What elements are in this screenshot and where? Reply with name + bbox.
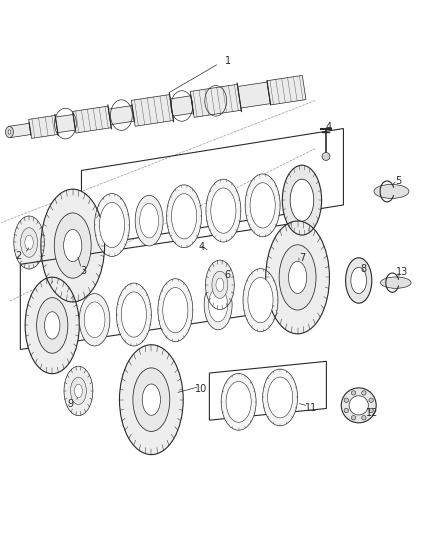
Ellipse shape — [250, 183, 275, 228]
Ellipse shape — [351, 391, 356, 395]
Ellipse shape — [369, 408, 373, 413]
Ellipse shape — [25, 277, 79, 374]
Ellipse shape — [172, 193, 197, 239]
Text: 6: 6 — [225, 270, 231, 280]
Ellipse shape — [341, 388, 376, 423]
Ellipse shape — [41, 189, 105, 302]
Ellipse shape — [206, 179, 241, 242]
Ellipse shape — [135, 195, 163, 246]
Ellipse shape — [263, 369, 297, 426]
Ellipse shape — [99, 203, 124, 248]
Ellipse shape — [121, 292, 146, 337]
Polygon shape — [190, 84, 241, 117]
Ellipse shape — [142, 384, 160, 415]
Polygon shape — [55, 115, 75, 133]
Ellipse shape — [266, 221, 329, 334]
Ellipse shape — [351, 268, 367, 294]
Ellipse shape — [6, 126, 13, 138]
Ellipse shape — [14, 216, 44, 269]
Text: 9: 9 — [67, 399, 74, 409]
Text: 7: 7 — [299, 253, 305, 263]
Polygon shape — [9, 123, 31, 138]
Ellipse shape — [362, 391, 366, 395]
Polygon shape — [131, 94, 173, 126]
Text: 1: 1 — [225, 56, 231, 66]
Ellipse shape — [74, 384, 82, 398]
Ellipse shape — [45, 312, 60, 339]
Ellipse shape — [79, 294, 110, 346]
Polygon shape — [238, 82, 270, 108]
Ellipse shape — [351, 416, 356, 420]
Ellipse shape — [279, 245, 316, 310]
Ellipse shape — [120, 345, 183, 455]
Text: 2: 2 — [15, 251, 21, 261]
Text: 4: 4 — [325, 122, 331, 132]
Text: 4: 4 — [198, 242, 205, 252]
Ellipse shape — [289, 261, 307, 294]
Ellipse shape — [248, 278, 273, 323]
Ellipse shape — [243, 269, 278, 332]
Ellipse shape — [268, 377, 293, 418]
Polygon shape — [170, 96, 194, 116]
Ellipse shape — [204, 280, 232, 330]
Ellipse shape — [245, 174, 280, 237]
Ellipse shape — [369, 398, 373, 402]
Ellipse shape — [322, 152, 330, 160]
Ellipse shape — [140, 204, 159, 238]
Ellipse shape — [349, 395, 368, 415]
Ellipse shape — [344, 398, 349, 402]
Ellipse shape — [21, 228, 38, 257]
Polygon shape — [28, 116, 58, 139]
Ellipse shape — [344, 408, 349, 413]
Ellipse shape — [283, 165, 321, 235]
Ellipse shape — [212, 271, 228, 298]
Text: 3: 3 — [81, 266, 87, 276]
Ellipse shape — [226, 382, 251, 422]
Ellipse shape — [290, 179, 314, 221]
Ellipse shape — [133, 368, 170, 431]
Ellipse shape — [346, 258, 372, 303]
Text: 13: 13 — [396, 267, 409, 277]
Ellipse shape — [54, 213, 91, 278]
Ellipse shape — [84, 302, 105, 337]
Text: 8: 8 — [360, 264, 366, 273]
Ellipse shape — [71, 377, 86, 405]
Text: 12: 12 — [366, 408, 378, 418]
Ellipse shape — [163, 287, 188, 333]
Ellipse shape — [374, 184, 409, 198]
Polygon shape — [73, 106, 111, 133]
Text: 10: 10 — [195, 384, 208, 394]
Ellipse shape — [381, 277, 411, 288]
Ellipse shape — [211, 188, 236, 233]
Ellipse shape — [205, 260, 234, 310]
Ellipse shape — [158, 279, 193, 342]
Ellipse shape — [95, 193, 130, 256]
Polygon shape — [267, 75, 306, 105]
Ellipse shape — [25, 235, 33, 250]
Ellipse shape — [208, 288, 228, 322]
Ellipse shape — [166, 185, 201, 248]
Text: 5: 5 — [395, 176, 401, 187]
Polygon shape — [109, 106, 134, 125]
Ellipse shape — [8, 130, 11, 134]
Ellipse shape — [64, 366, 93, 416]
Ellipse shape — [37, 297, 68, 353]
Ellipse shape — [221, 374, 256, 430]
Ellipse shape — [362, 416, 366, 420]
Text: 11: 11 — [304, 403, 317, 414]
Ellipse shape — [216, 278, 224, 292]
Ellipse shape — [117, 283, 151, 346]
Ellipse shape — [64, 230, 82, 262]
